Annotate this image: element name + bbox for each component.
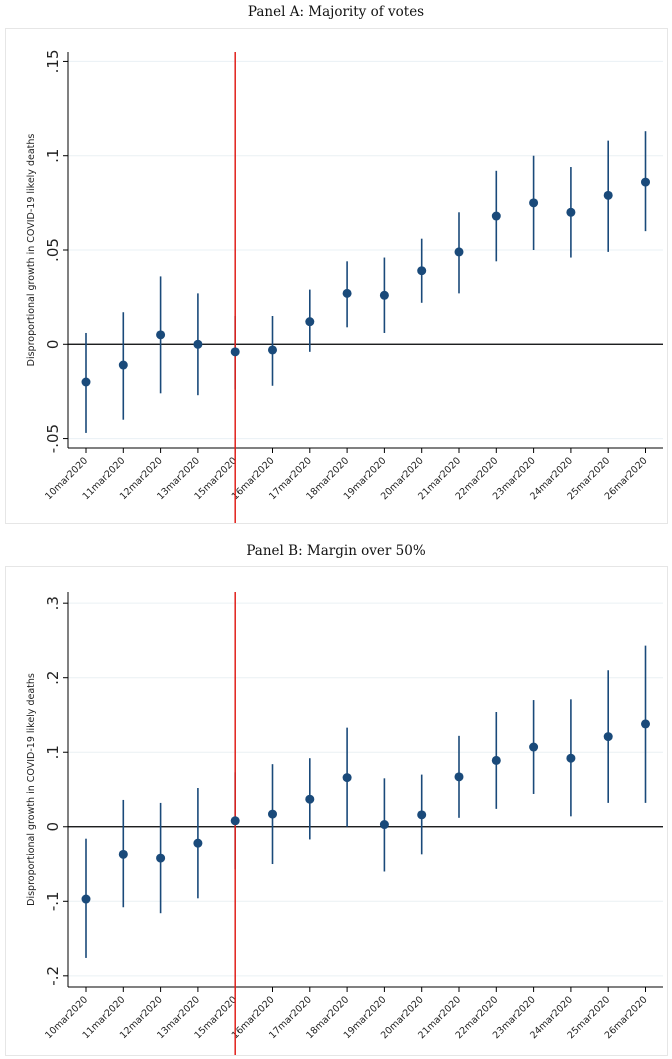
y-tick-label: .2: [44, 671, 62, 685]
point-marker: [156, 330, 166, 340]
point-marker: [268, 345, 277, 355]
y-tick-label: 0: [44, 822, 62, 832]
point-marker: [417, 266, 427, 276]
point-marker: [81, 894, 91, 904]
y-tick-label: .3: [44, 596, 62, 610]
point-marker: [379, 290, 389, 300]
y-tick-label: -.2: [44, 966, 62, 986]
point-marker: [342, 288, 352, 298]
point-marker: [342, 773, 352, 783]
y-axis-title: Disproportional growth in COVID-19 likel…: [26, 134, 37, 367]
y-axis-title: Disproportional growth in COVID-19 likel…: [26, 673, 37, 906]
point-marker: [529, 198, 539, 208]
y-tick-label: 0: [44, 340, 62, 350]
panel-b-frame: [5, 566, 668, 1056]
point-marker: [268, 809, 277, 819]
point-marker: [454, 772, 464, 782]
point-marker: [491, 211, 501, 221]
y-tick-label: -.1: [44, 891, 62, 911]
point-marker: [454, 247, 464, 257]
point-marker: [305, 794, 315, 804]
point-marker: [230, 347, 240, 357]
point-marker: [641, 719, 650, 729]
y-tick-label: .1: [44, 149, 62, 163]
point-marker: [566, 753, 576, 763]
y-tick-label: .05: [44, 238, 62, 262]
point-marker: [156, 853, 166, 863]
point-marker: [193, 339, 203, 349]
point-marker: [230, 816, 240, 826]
point-marker: [641, 177, 650, 187]
point-marker: [193, 838, 203, 848]
point-marker: [529, 742, 539, 752]
y-tick-label: -.05: [44, 424, 62, 453]
y-tick-label: .1: [44, 745, 62, 759]
point-marker: [305, 317, 315, 327]
point-marker: [603, 732, 613, 742]
point-marker: [379, 820, 389, 830]
panel-b-title: Panel B: Margin over 50%: [246, 543, 426, 559]
point-marker: [417, 810, 427, 820]
y-tick-label: .15: [44, 49, 62, 73]
point-marker: [118, 849, 128, 859]
panel-a-frame: [5, 28, 668, 524]
point-marker: [491, 755, 501, 765]
point-marker: [118, 360, 128, 370]
point-marker: [81, 377, 91, 387]
point-marker: [566, 207, 576, 217]
panel-a-title: Panel A: Majority of votes: [247, 4, 425, 20]
point-marker: [603, 190, 613, 200]
